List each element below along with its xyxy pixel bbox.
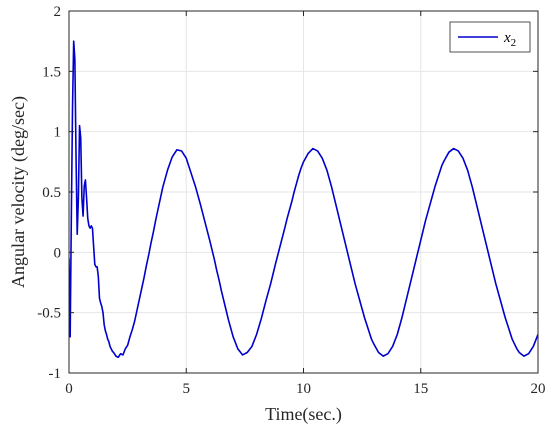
y-tick-label: -0.5	[37, 306, 61, 322]
x-tick-label: 15	[413, 381, 428, 397]
x-tick-label: 0	[65, 381, 73, 397]
series-line-x2	[69, 40, 538, 359]
y-axis-label: Angular velocity (deg/sec)	[8, 96, 29, 288]
tick-labels: 0 5 10 15 20 -1 -0.5 0 0.5 1 1.5 2	[37, 4, 545, 397]
legend-series-subscript: 2	[511, 37, 517, 49]
legend: x2	[449, 21, 531, 53]
legend-series-name: x	[503, 30, 511, 46]
legend-label: x2	[503, 30, 516, 49]
grid	[68, 10, 539, 374]
y-tick-label: 0.5	[42, 185, 61, 201]
x-axis-label: Time(sec.)	[265, 404, 342, 425]
y-tick-label: -1	[49, 366, 62, 382]
y-tick-label: 0	[54, 245, 62, 261]
y-tick-label: 2	[54, 4, 62, 20]
x-tick-label: 10	[296, 381, 311, 397]
x-tick-label: 5	[183, 381, 191, 397]
x-tick-label: 20	[531, 381, 546, 397]
y-tick-label: 1	[54, 125, 62, 141]
series-layer	[69, 40, 538, 359]
ticks	[68, 10, 539, 374]
y-tick-label: 1.5	[42, 64, 61, 80]
